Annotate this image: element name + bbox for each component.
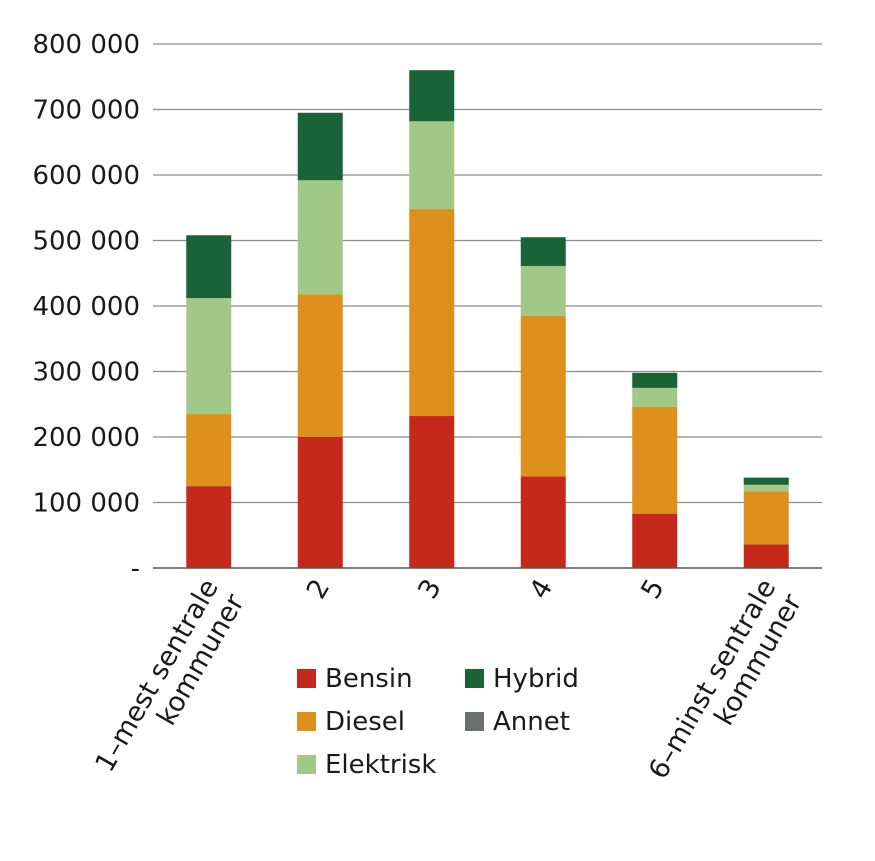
x-tick-label: 5 [635, 574, 670, 604]
y-tick-label: 600 000 [32, 161, 140, 191]
x-tick-label-line: 5 [635, 574, 670, 604]
bar-segment-elektrisk [632, 387, 678, 407]
bar-segment-hybrid [520, 237, 566, 267]
legend-label-diesel: Diesel [325, 707, 405, 737]
gridlines [153, 43, 822, 504]
bar-segment-hybrid [297, 112, 343, 181]
bar-segment-hybrid [409, 70, 455, 122]
bar-segment-bensin [409, 416, 455, 568]
bar-segment-elektrisk [297, 180, 343, 295]
x-tick-label-line: 2 [301, 574, 336, 604]
bar-segment-diesel [632, 406, 678, 514]
y-tick-label: 400 000 [32, 292, 140, 322]
bar-segment-diesel [186, 414, 232, 487]
y-tick-label: - [131, 554, 140, 584]
legend-swatch-annet [465, 712, 484, 731]
legend-swatch-elektrisk [297, 755, 316, 774]
y-tick-label: 800 000 [32, 30, 140, 60]
legend-label-bensin: Bensin [325, 664, 413, 694]
y-tick-label: 700 000 [32, 96, 140, 126]
bar-segment-bensin [186, 486, 232, 568]
x-tick-label: 6–minst sentralekommuner [643, 573, 809, 799]
x-tick-label: 1–mest sentralekommuner [89, 573, 251, 792]
x-tick-label-line: 3 [412, 574, 447, 604]
bar-segment-elektrisk [743, 484, 789, 492]
bar-segment-diesel [520, 315, 566, 477]
bar-segment-elektrisk [186, 298, 232, 415]
bar-segment-diesel [297, 294, 343, 437]
bar-segment-hybrid [632, 372, 678, 388]
bar-segment-bensin [632, 513, 678, 568]
legend-swatch-diesel [297, 712, 316, 731]
bar-segment-elektrisk [520, 266, 566, 316]
bar-segment-diesel [409, 209, 455, 417]
legend-swatch-bensin [297, 669, 316, 688]
x-tick-label: 4 [524, 574, 559, 604]
y-tick-label: 200 000 [32, 423, 140, 453]
x-axis-tick-labels: 1–mest sentralekommuner 2 3 4 56–minst sentr… [89, 573, 809, 799]
bar-segment-hybrid [186, 235, 232, 299]
bars [186, 70, 789, 568]
y-tick-label: 100 000 [32, 489, 140, 519]
legend-swatch-hybrid [465, 669, 484, 688]
legend-label-elektrisk: Elektrisk [325, 750, 436, 780]
bar-segment-elektrisk [409, 121, 455, 210]
x-tick-label: 3 [412, 574, 447, 604]
legend-label-hybrid: Hybrid [493, 664, 579, 694]
y-tick-label: 300 000 [32, 358, 140, 388]
legend-label-annet: Annet [493, 707, 570, 737]
bar-segment-bensin [743, 544, 789, 568]
y-axis-tick-labels: - 100 000 200 000 300 000 400 000 500 000 600 … [32, 30, 140, 584]
bar-segment-hybrid [743, 477, 789, 485]
x-tick-label-line: 4 [524, 574, 559, 604]
bar-segment-bensin [297, 437, 343, 568]
y-tick-label: 500 000 [32, 227, 140, 257]
legend: Bensin Hybrid Diesel Annet Elektrisk [297, 664, 579, 780]
bar-segment-diesel [743, 491, 789, 545]
bar-segment-bensin [520, 476, 566, 568]
x-tick-label: 2 [301, 574, 336, 604]
